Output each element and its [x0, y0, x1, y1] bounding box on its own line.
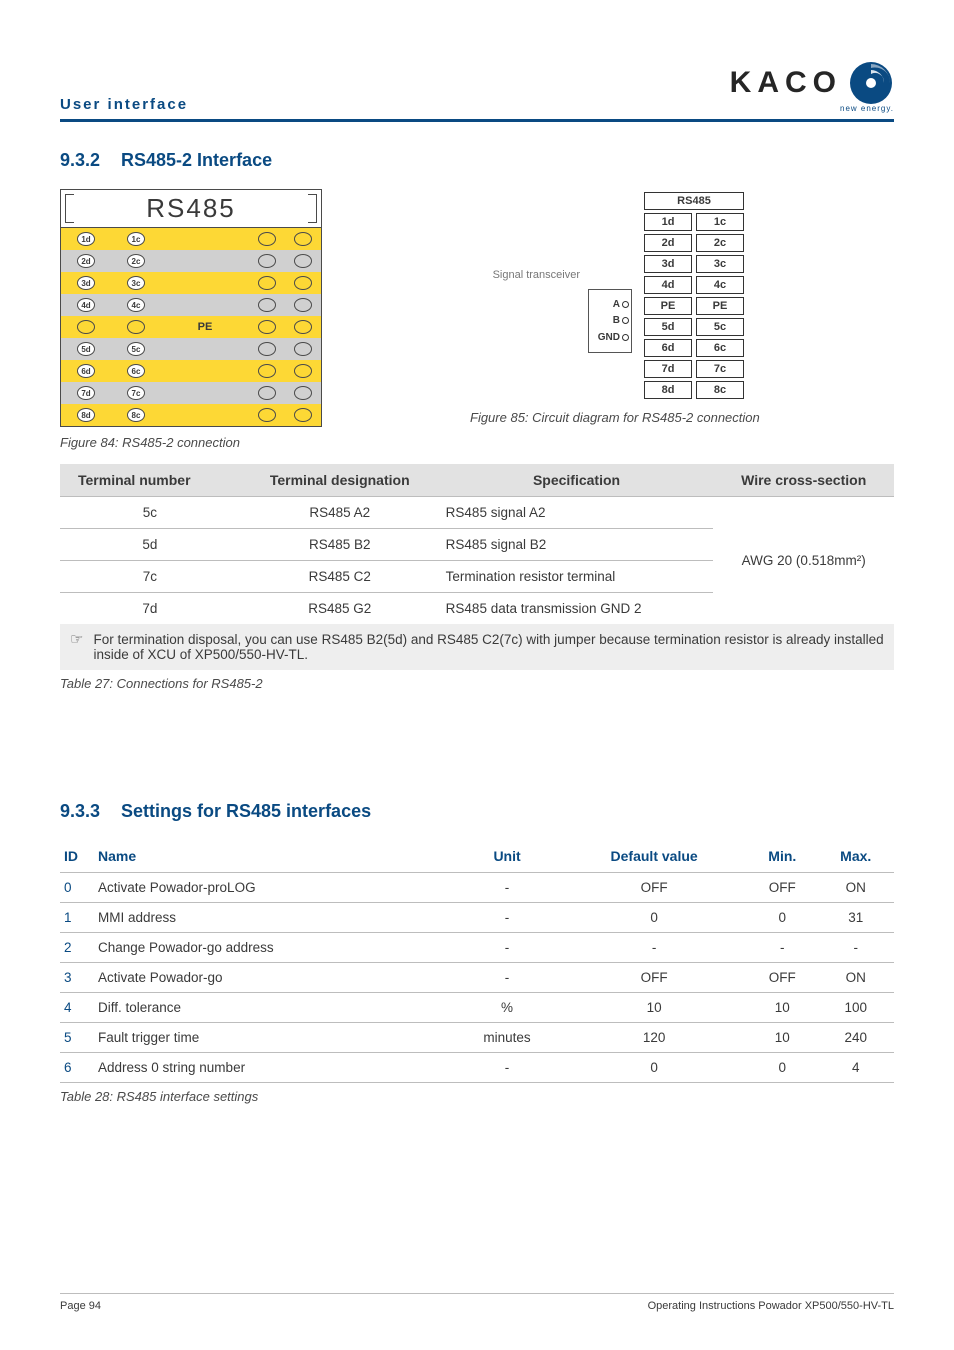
t27-header: Wire cross-section [713, 464, 894, 497]
figure-84: RS485 1d 1c 2d 2c 3d 3c 4d 4c PE 5d 5c 6… [60, 189, 440, 450]
fig84-row: 4d 4c [61, 294, 321, 316]
fig84-row: 7d 7c [61, 382, 321, 404]
table-27-caption: Table 27: Connections for RS485-2 [60, 676, 894, 691]
t28-header: Unit [453, 840, 561, 873]
header-rule [60, 119, 894, 122]
logo-block: KACO new energy. [730, 60, 894, 113]
t27-header: Terminal designation [240, 464, 440, 497]
t28-header: ID [60, 840, 94, 873]
page-footer: Page 94 Operating Instructions Powador X… [60, 1293, 894, 1312]
table-row: 1 MMI address -0031 [60, 903, 894, 933]
fig85-header: RS485 [644, 192, 744, 210]
t27-header: Specification [440, 464, 714, 497]
t28-header: Name [94, 840, 453, 873]
fig85-pin-gnd: GND [598, 332, 629, 343]
logo-swirl-icon [848, 60, 894, 106]
t28-header: Min. [747, 840, 817, 873]
logo-text: KACO [730, 66, 842, 100]
heading-932-num: 9.3.2 [60, 150, 116, 171]
fig85-sig-label: Signal transceiver [470, 269, 580, 281]
table-28: IDNameUnitDefault valueMin.Max. 0 Activa… [60, 840, 894, 1083]
fig84-pe-row: PE [61, 316, 321, 338]
fig84-title: RS485 [61, 190, 321, 228]
fig85-table: RS485 1d1c 2d2c 3d3c 4d4c PEPE 5d5c 6d6c 7d7c 8d… [640, 189, 748, 402]
fig85-caption: Figure 85: Circuit diagram for RS485-2 c… [470, 410, 894, 425]
table-row: 2 Change Powador-go address ---- [60, 933, 894, 963]
heading-932-title: RS485-2 Interface [121, 150, 272, 170]
logo-tagline: new energy. [730, 104, 894, 113]
heading-933-num: 9.3.3 [60, 801, 116, 822]
page-header: User interface KACO new energy. [60, 60, 894, 113]
page-number: Page 94 [60, 1300, 101, 1312]
section-label: User interface [60, 96, 188, 113]
fig85-row: 7d7c [644, 360, 744, 378]
table-row: 4 Diff. tolerance %1010100 [60, 993, 894, 1023]
table-row: 5 Fault trigger time minutes12010240 [60, 1023, 894, 1053]
fig85-row: 6d6c [644, 339, 744, 357]
fig85-row: 4d4c [644, 276, 744, 294]
fig84-row: 8d 8c [61, 404, 321, 426]
heading-933-title: Settings for RS485 interfaces [121, 801, 371, 821]
fig85-row: PEPE [644, 297, 744, 315]
fig85-row: 3d3c [644, 255, 744, 273]
table-row: 5cRS485 A2RS485 signal A2AWG 20 (0.518mm… [60, 497, 894, 529]
t28-header: Default value [561, 840, 747, 873]
table-row: 6 Address 0 string number -004 [60, 1053, 894, 1083]
fig84-row: 5d 5c [61, 338, 321, 360]
fig85-row: 5d5c [644, 318, 744, 336]
table-row: 0 Activate Powador-proLOG -OFFOFFON [60, 873, 894, 903]
fig85-pin-b: B [613, 315, 629, 326]
fig84-caption: Figure 84: RS485-2 connection [60, 435, 440, 450]
table-27-note-text: For termination disposal, you can use RS… [93, 632, 884, 662]
fig85-row: 1d1c [644, 213, 744, 231]
t27-header: Terminal number [60, 464, 240, 497]
t28-header: Max. [817, 840, 894, 873]
table-27-note: ☞ For termination disposal, you can use … [60, 624, 894, 670]
fig84-row: 1d 1c [61, 228, 321, 250]
figure-85: Signal transceiver A B GND RS485 1d1c 2d2… [470, 189, 894, 425]
table-27: Terminal numberTerminal designationSpeci… [60, 464, 894, 624]
fig84-row: 3d 3c [61, 272, 321, 294]
fig85-pin-a: A [613, 299, 629, 310]
heading-933: 9.3.3 Settings for RS485 interfaces [60, 801, 894, 822]
fig85-transceiver-box: A B GND [588, 289, 632, 353]
pointing-hand-icon: ☞ [70, 632, 83, 647]
heading-932: 9.3.2 RS485-2 Interface [60, 150, 894, 171]
fig84-row: 6d 6c [61, 360, 321, 382]
doc-title: Operating Instructions Powador XP500/550… [648, 1300, 894, 1312]
table-28-caption: Table 28: RS485 interface settings [60, 1089, 894, 1104]
fig84-row: 2d 2c [61, 250, 321, 272]
fig85-row: 2d2c [644, 234, 744, 252]
fig85-row: 8d8c [644, 381, 744, 399]
table-row: 3 Activate Powador-go -OFFOFFON [60, 963, 894, 993]
